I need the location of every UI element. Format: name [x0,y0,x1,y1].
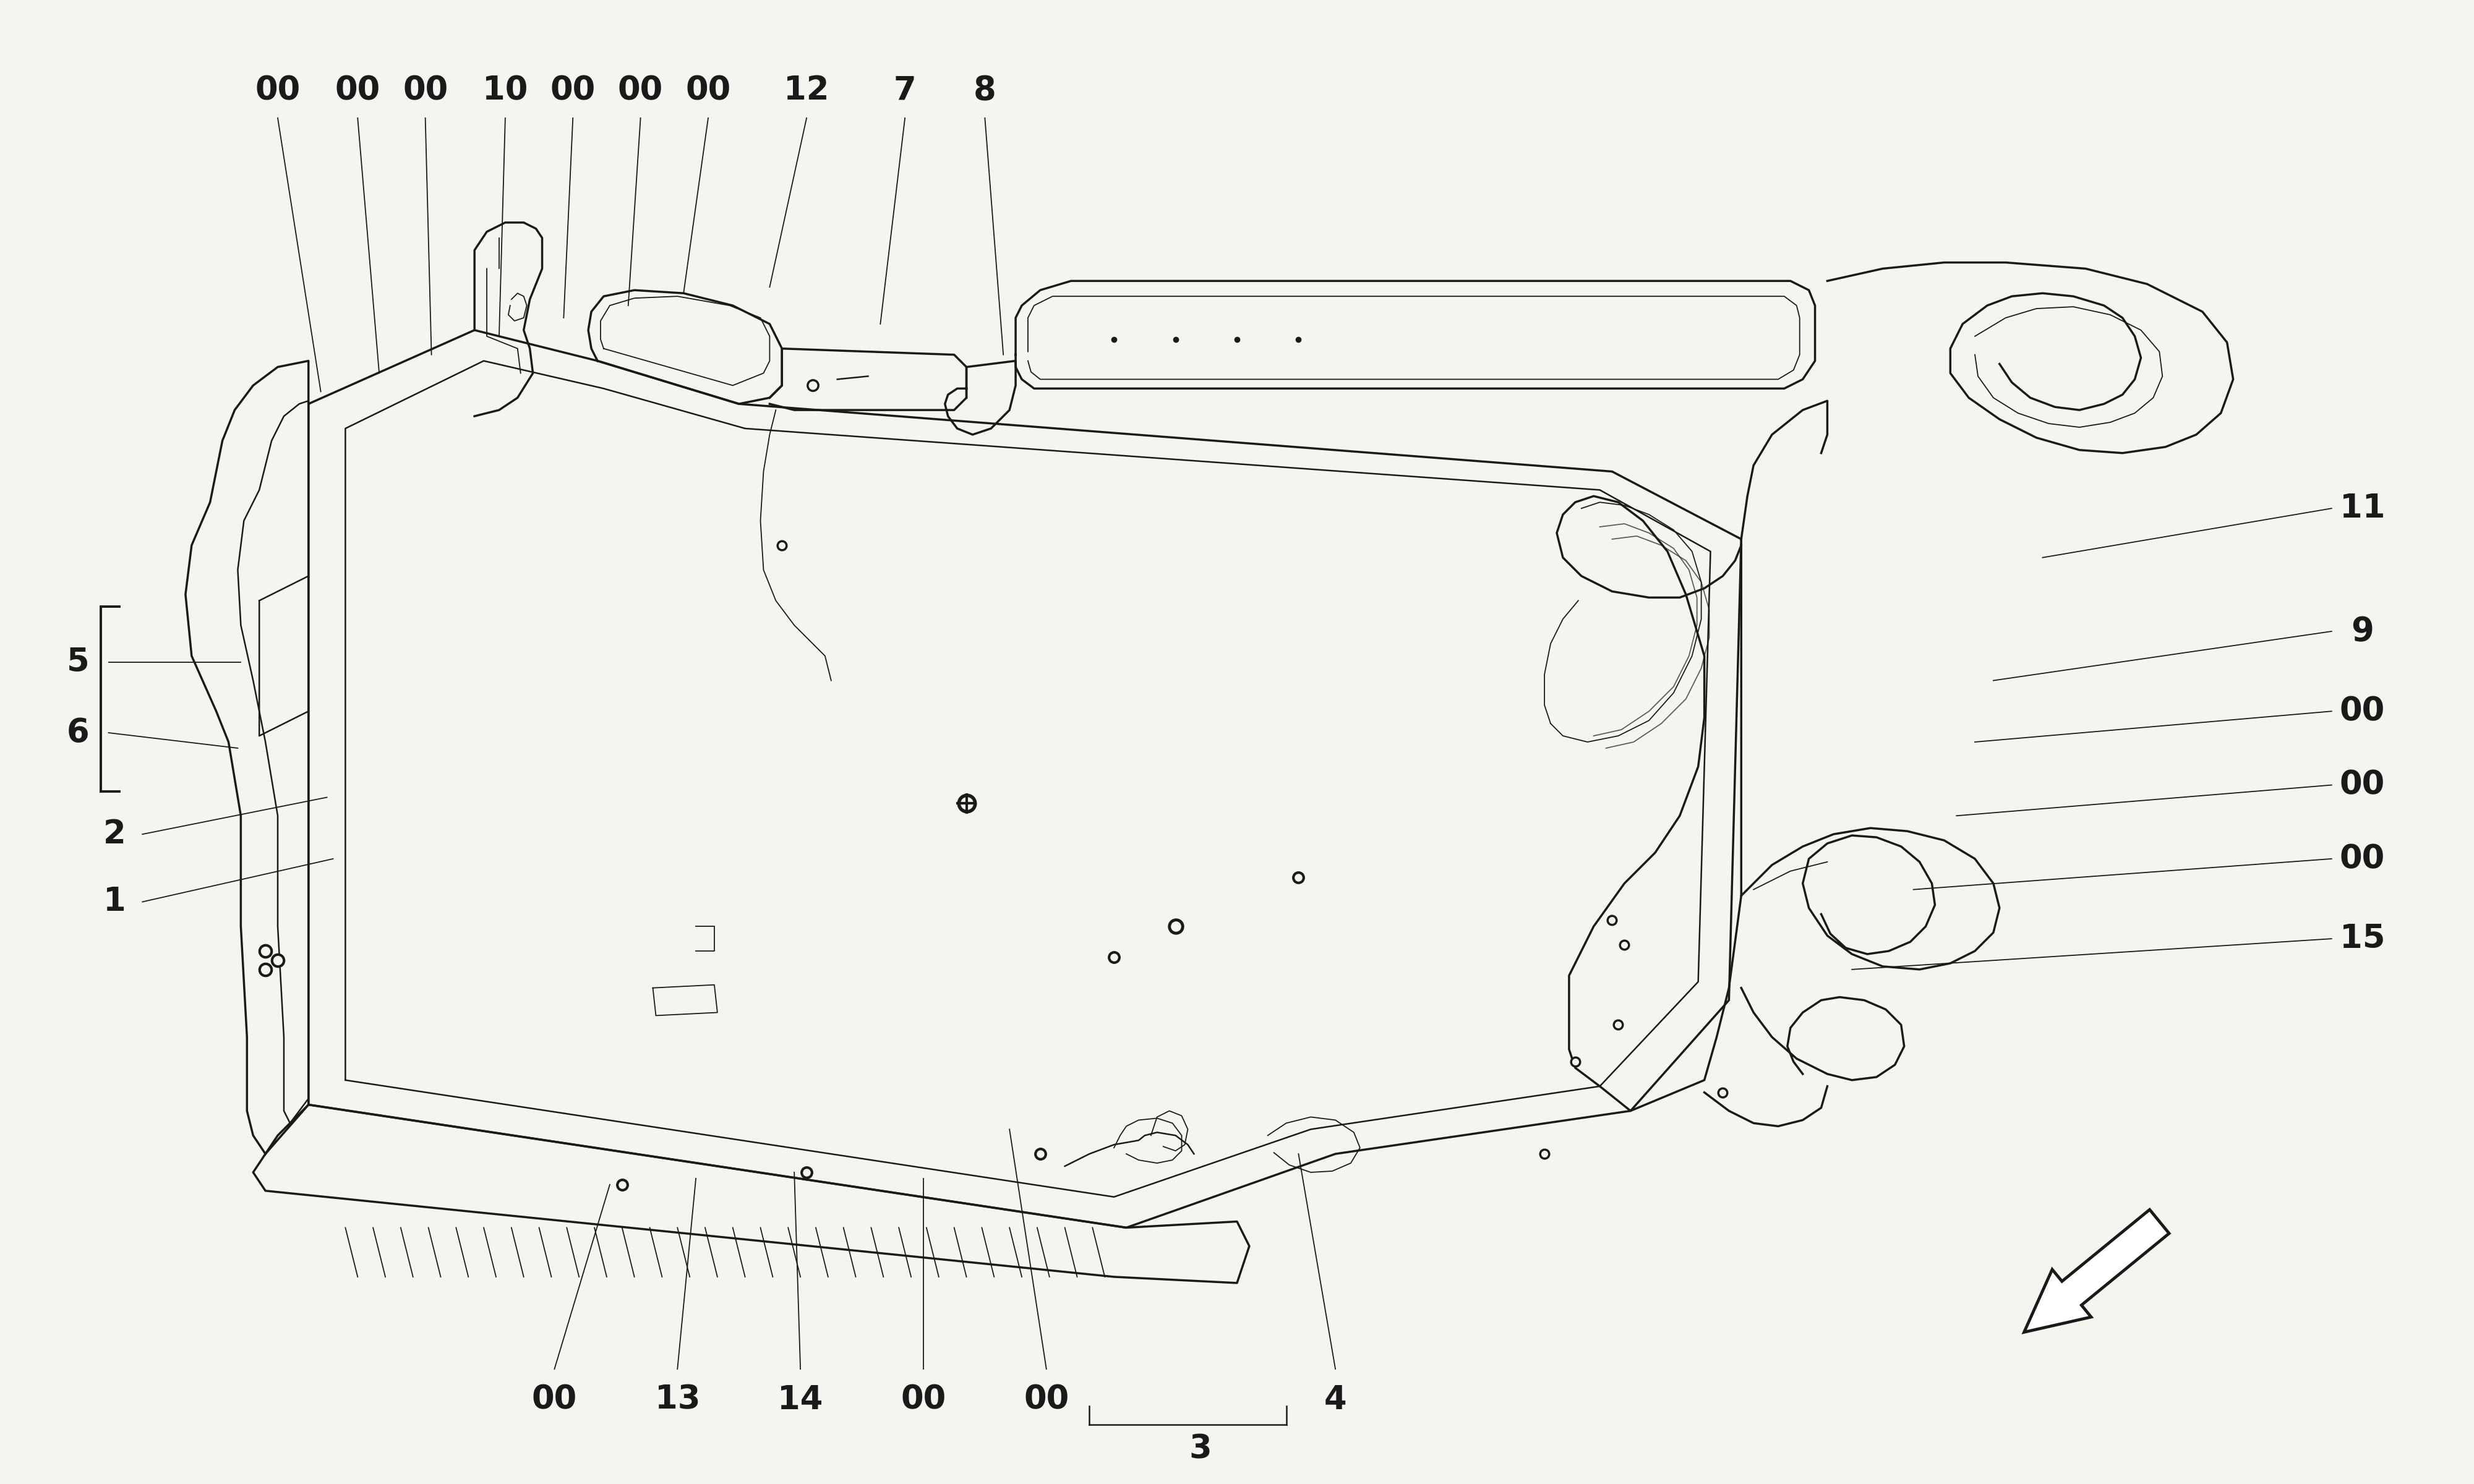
Text: 00: 00 [618,74,663,107]
Text: 5: 5 [67,646,89,678]
Text: 00: 00 [2340,695,2385,727]
Text: 10: 10 [482,74,527,107]
Text: 00: 00 [549,74,596,107]
Text: 00: 00 [2340,769,2385,801]
Text: 7: 7 [893,74,915,107]
Text: 00: 00 [685,74,730,107]
Text: 4: 4 [1324,1383,1346,1416]
Text: 12: 12 [784,74,829,107]
Text: 14: 14 [777,1383,824,1416]
Text: 6: 6 [67,717,89,749]
Text: 00: 00 [2340,843,2385,876]
Text: 00: 00 [901,1383,945,1416]
Text: 00: 00 [255,74,299,107]
Text: 11: 11 [2340,493,2385,524]
Text: 00: 00 [532,1383,576,1416]
Text: 00: 00 [1024,1383,1069,1416]
Text: 1: 1 [104,886,126,919]
Text: 00: 00 [334,74,381,107]
Text: 9: 9 [2350,616,2373,647]
Text: 3: 3 [1188,1434,1212,1465]
FancyArrow shape [2024,1209,2170,1333]
Text: 00: 00 [403,74,448,107]
Text: 8: 8 [972,74,997,107]
Text: 15: 15 [2340,923,2385,954]
Text: 2: 2 [104,818,126,850]
Text: 13: 13 [656,1383,700,1416]
